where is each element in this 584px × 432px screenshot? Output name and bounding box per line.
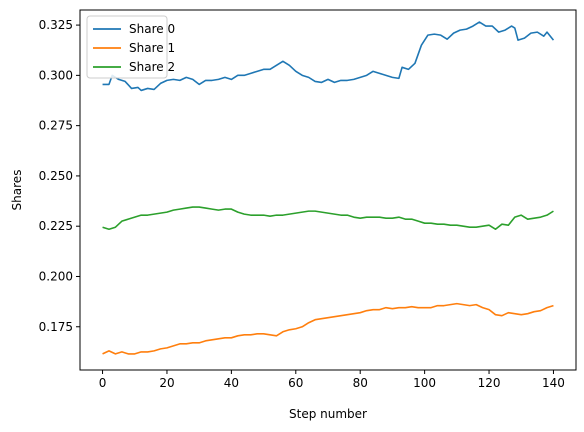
series-line-1 — [102, 302, 554, 355]
x-tick-label-7: 140 — [542, 376, 565, 390]
y-tick-label-0: 0.175 — [39, 320, 73, 334]
legend-label-0: Share 0 — [129, 22, 175, 36]
plot-frame — [79, 9, 577, 371]
y-tick-label-3: 0.250 — [39, 169, 73, 183]
y-tick-label-4: 0.275 — [39, 119, 73, 133]
series-line-0 — [102, 21, 555, 92]
x-tick-label-1: 20 — [159, 376, 174, 390]
series-lines — [102, 21, 555, 355]
y-tick-label-2: 0.225 — [39, 219, 73, 233]
y-axis-ticks: 0.175 0.200 0.225 0.250 0.275 0.300 0.325 — [39, 18, 80, 334]
legend-label-2: Share 2 — [129, 60, 175, 74]
x-tick-label-6: 120 — [478, 376, 501, 390]
y-tick-label-1: 0.200 — [39, 269, 73, 283]
x-tick-label-2: 40 — [224, 376, 239, 390]
legend: Share 0 Share 1 Share 2 — [86, 15, 175, 79]
y-tick-label-6: 0.325 — [39, 18, 73, 32]
y-axis-label: Shares — [10, 170, 24, 211]
legend-box — [86, 15, 168, 79]
y-tick-label-5: 0.300 — [39, 68, 73, 82]
x-axis-ticks: 0 20 40 60 80 100 120 140 — [99, 370, 565, 390]
legend-label-1: Share 1 — [129, 41, 175, 55]
series-line-2 — [102, 206, 554, 231]
x-axis-label: Step number — [289, 407, 367, 421]
x-tick-label-3: 60 — [288, 376, 303, 390]
x-tick-label-0: 0 — [99, 376, 107, 390]
x-tick-label-4: 80 — [353, 376, 368, 390]
x-tick-label-5: 100 — [413, 376, 436, 390]
